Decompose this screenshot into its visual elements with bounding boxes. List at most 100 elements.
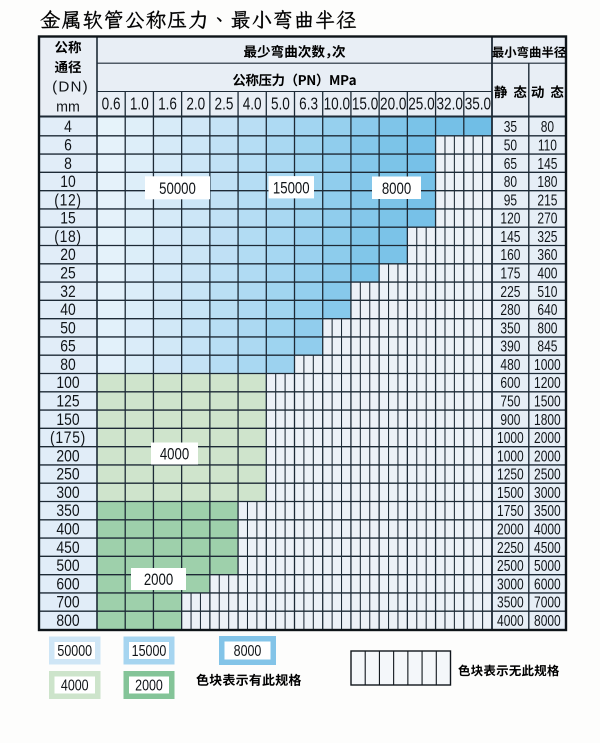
svg-text:6.3: 6.3: [299, 95, 318, 114]
svg-text:15000: 15000: [132, 643, 167, 661]
svg-text:160: 160: [500, 246, 520, 264]
svg-text:5.0: 5.0: [271, 95, 290, 114]
svg-text:4.0: 4.0: [243, 95, 262, 114]
svg-text:110: 110: [538, 136, 557, 154]
svg-text:270: 270: [537, 209, 557, 227]
svg-text:10: 10: [60, 173, 75, 191]
svg-text:180: 180: [537, 172, 557, 190]
svg-text:2.5: 2.5: [215, 95, 234, 114]
svg-text:3500: 3500: [534, 502, 561, 520]
svg-text:50000: 50000: [57, 643, 92, 661]
svg-text:150: 150: [56, 411, 79, 429]
svg-text:280: 280: [500, 300, 520, 318]
svg-text:7000: 7000: [534, 593, 561, 611]
svg-text:1.6: 1.6: [158, 95, 177, 114]
svg-text:3000: 3000: [497, 575, 524, 593]
svg-text:32: 32: [60, 283, 75, 301]
svg-text:1.0: 1.0: [130, 95, 149, 114]
svg-text:(12): (12): [54, 191, 82, 209]
svg-text:4: 4: [64, 118, 72, 136]
svg-text:225: 225: [500, 282, 520, 300]
svg-text:4000: 4000: [61, 677, 89, 695]
svg-text:1750: 1750: [497, 502, 524, 520]
svg-text:4000: 4000: [160, 445, 189, 464]
svg-text:mm: mm: [56, 99, 80, 115]
svg-text:2500: 2500: [497, 556, 524, 574]
svg-text:1000: 1000: [534, 355, 561, 373]
svg-text:640: 640: [537, 300, 557, 318]
svg-text:300: 300: [56, 484, 79, 502]
svg-text:360: 360: [537, 246, 557, 264]
svg-text:20.0: 20.0: [380, 95, 407, 114]
svg-text:20: 20: [60, 246, 75, 264]
svg-text:1500: 1500: [534, 392, 561, 410]
svg-text:6000: 6000: [534, 575, 561, 593]
svg-text:0.6: 0.6: [102, 95, 121, 114]
svg-text:200: 200: [56, 447, 79, 465]
svg-text:510: 510: [537, 282, 557, 300]
svg-text:120: 120: [500, 209, 520, 227]
svg-text:1200: 1200: [534, 374, 561, 392]
svg-text:800: 800: [56, 612, 79, 630]
svg-text:50: 50: [504, 136, 517, 154]
svg-text:2250: 2250: [497, 538, 524, 556]
svg-text:1800: 1800: [534, 410, 561, 428]
svg-text:700: 700: [56, 594, 79, 612]
svg-text:2.0: 2.0: [186, 95, 205, 114]
svg-text:(175): (175): [50, 429, 86, 447]
svg-text:400: 400: [537, 264, 557, 282]
svg-text:6: 6: [64, 137, 72, 155]
svg-text:1000: 1000: [497, 428, 524, 446]
svg-text:15000: 15000: [273, 179, 310, 198]
svg-text:40: 40: [60, 301, 75, 319]
svg-text:8000: 8000: [382, 179, 411, 198]
svg-text:350: 350: [56, 502, 79, 520]
svg-text:1250: 1250: [497, 465, 524, 483]
svg-text:2000: 2000: [144, 571, 173, 590]
svg-text:845: 845: [537, 337, 557, 355]
svg-text:80: 80: [504, 172, 517, 190]
svg-text:3000: 3000: [534, 483, 561, 501]
svg-text:250: 250: [56, 466, 79, 484]
svg-text:390: 390: [500, 337, 520, 355]
svg-text:175: 175: [500, 264, 520, 282]
svg-text:900: 900: [500, 410, 520, 428]
svg-text:2000: 2000: [534, 428, 561, 446]
svg-text:4000: 4000: [534, 520, 561, 538]
svg-text:480: 480: [500, 355, 520, 373]
svg-text:215: 215: [537, 191, 557, 209]
svg-text:325: 325: [537, 227, 557, 245]
svg-text:32.0: 32.0: [436, 95, 463, 114]
svg-text:65: 65: [60, 338, 75, 356]
svg-text:3500: 3500: [497, 593, 524, 611]
svg-text:50: 50: [60, 319, 75, 337]
svg-text:10.0: 10.0: [324, 95, 351, 114]
svg-text:450: 450: [56, 539, 79, 557]
svg-text:100: 100: [56, 374, 79, 392]
svg-text:2500: 2500: [534, 465, 561, 483]
svg-text:80: 80: [541, 118, 554, 136]
svg-text:8000: 8000: [534, 611, 561, 629]
svg-text:15.0: 15.0: [352, 95, 379, 114]
svg-text:25.0: 25.0: [408, 95, 435, 114]
svg-text:(18): (18): [54, 228, 82, 246]
svg-text:8000: 8000: [234, 643, 262, 661]
svg-text:15: 15: [60, 210, 75, 228]
svg-text:35.0: 35.0: [465, 95, 492, 114]
svg-text:65: 65: [504, 154, 517, 172]
svg-text:2000: 2000: [135, 677, 163, 695]
svg-text:8: 8: [64, 155, 72, 173]
svg-text:800: 800: [537, 319, 557, 337]
svg-text:1500: 1500: [497, 483, 524, 501]
svg-text:2000: 2000: [497, 520, 524, 538]
svg-text:4000: 4000: [497, 611, 524, 629]
svg-text:50000: 50000: [159, 179, 196, 198]
svg-text:145: 145: [537, 154, 557, 172]
svg-text:600: 600: [500, 374, 520, 392]
svg-text:80: 80: [60, 356, 75, 374]
svg-text:145: 145: [500, 227, 520, 245]
svg-text:500: 500: [56, 557, 79, 575]
svg-text:25: 25: [60, 265, 75, 283]
svg-text:1000: 1000: [497, 447, 524, 465]
svg-text:350: 350: [500, 319, 520, 337]
